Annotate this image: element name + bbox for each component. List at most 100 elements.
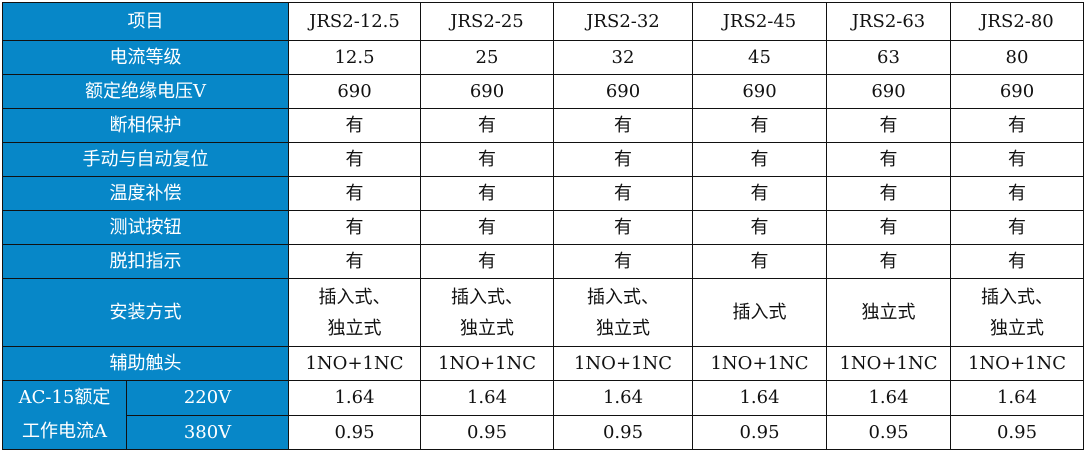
header-label: 项目 xyxy=(2,2,289,41)
row-label: 辅助触头 xyxy=(2,346,289,381)
table-cell: 有 xyxy=(826,108,951,143)
table-cell: 有 xyxy=(950,176,1084,211)
install-row: 安装方式 插入式、 独立式 插入式、 独立式 插入式、 独立式 插入式 独立式 插入式、 独立式 xyxy=(2,278,1084,347)
table-cell: 插入式、 独立式 xyxy=(288,278,421,347)
table-row: 手动与自动复位有有有有有有 xyxy=(2,142,1084,177)
table-cell: 12.5 xyxy=(288,40,421,75)
ac15-row: 工作电流A 380V 0.95 0.95 0.95 0.95 0.95 0.95 xyxy=(2,414,1084,450)
table-cell: 690 xyxy=(826,74,951,109)
model-header: JRS2-32 xyxy=(553,2,693,41)
table-cell: 80 xyxy=(950,40,1084,75)
table-cell: 有 xyxy=(692,176,827,211)
table-cell: 0.95 xyxy=(826,414,951,450)
header-row: 项目 JRS2-12.5 JRS2-25 JRS2-32 JRS2-45 JRS2-63 J… xyxy=(2,2,1084,41)
table-cell: 有 xyxy=(288,176,421,211)
table-cell: 有 xyxy=(692,142,827,177)
table-cell: 有 xyxy=(288,210,421,245)
table-cell: 1NO+1NC xyxy=(826,346,951,381)
table-cell: 有 xyxy=(826,244,951,279)
table-cell: 45 xyxy=(692,40,827,75)
table-cell: 有 xyxy=(553,176,693,211)
row-label: 温度补偿 xyxy=(2,176,289,211)
table-cell: 有 xyxy=(553,210,693,245)
table-cell: 有 xyxy=(826,142,951,177)
table-cell: 有 xyxy=(950,142,1084,177)
install-line: 插入式 xyxy=(732,302,787,323)
install-line: 独立式 xyxy=(596,317,650,339)
table-cell: 有 xyxy=(553,108,693,143)
install-line: 插入式、 xyxy=(318,286,391,308)
table-cell: 690 xyxy=(288,74,421,109)
table-cell: 有 xyxy=(692,108,827,143)
table-cell: 有 xyxy=(288,244,421,279)
install-line: 独立式 xyxy=(460,317,514,339)
table-cell: 有 xyxy=(420,176,554,211)
table-row: 脱扣指示有有有有有有 xyxy=(2,244,1084,279)
model-header: JRS2-45 xyxy=(692,2,827,41)
table-cell: 有 xyxy=(288,108,421,143)
table-row: 电流等级 12.5 25 32 45 63 80 xyxy=(2,40,1084,75)
install-line: 插入式、 xyxy=(451,286,523,308)
row-label: 测试按钮 xyxy=(2,210,289,245)
table-cell: 63 xyxy=(826,40,951,75)
table-cell: 有 xyxy=(420,142,554,177)
table-cell: 690 xyxy=(950,74,1084,109)
table-cell: 插入式、 独立式 xyxy=(420,278,554,347)
table-cell: 有 xyxy=(826,210,951,245)
table-cell: 有 xyxy=(826,176,951,211)
table-cell: 0.95 xyxy=(950,414,1084,450)
table-cell: 1NO+1NC xyxy=(420,346,554,381)
table-cell: 有 xyxy=(420,244,554,279)
model-header: JRS2-80 xyxy=(950,2,1084,41)
model-header: JRS2-12.5 xyxy=(288,2,421,41)
table-cell: 690 xyxy=(692,74,827,109)
table-cell: 0.95 xyxy=(553,414,693,450)
table-cell: 1.64 xyxy=(692,380,827,416)
table-cell: 0.95 xyxy=(692,414,827,450)
table-cell: 1NO+1NC xyxy=(553,346,693,381)
model-header: JRS2-25 xyxy=(420,2,554,41)
aux-row: 辅助触头 1NO+1NC 1NO+1NC 1NO+1NC 1NO+1NC 1NO+1NC 1… xyxy=(2,346,1084,381)
table-cell: 有 xyxy=(553,244,693,279)
row-label: 手动与自动复位 xyxy=(2,142,289,177)
table-cell: 有 xyxy=(950,244,1084,279)
table-cell: 0.95 xyxy=(288,414,421,450)
table-cell: 1NO+1NC xyxy=(692,346,827,381)
install-line: 独立式 xyxy=(327,317,382,339)
table-cell: 32 xyxy=(553,40,693,75)
voltage-label: 380V xyxy=(126,414,289,450)
ac15-label-line2: 工作电流A xyxy=(2,415,127,450)
table-cell: 有 xyxy=(420,210,554,245)
table-cell: 有 xyxy=(288,142,421,177)
table-cell: 有 xyxy=(692,210,827,245)
ac15-row: AC-15额定 220V 1.64 1.64 1.64 1.64 1.64 1.64 xyxy=(2,380,1084,416)
table-cell: 0.95 xyxy=(420,414,554,450)
row-label: 电流等级 xyxy=(2,40,289,75)
table-cell: 有 xyxy=(420,108,554,143)
install-line: 独立式 xyxy=(861,302,916,323)
model-header: JRS2-63 xyxy=(826,2,951,41)
table-cell: 690 xyxy=(420,74,554,109)
row-label: 额定绝缘电压V xyxy=(2,74,289,109)
table-cell: 插入式 xyxy=(692,278,827,347)
voltage-label: 220V xyxy=(126,380,289,416)
table-row: 断相保护有有有有有有 xyxy=(2,108,1084,143)
table-cell: 1.64 xyxy=(553,380,693,416)
table-row: 温度补偿有有有有有有 xyxy=(2,176,1084,211)
install-line: 独立式 xyxy=(990,317,1044,339)
ac15-label-line1: AC-15额定 xyxy=(2,380,127,415)
table-row: 额定绝缘电压V 690 690 690 690 690 690 xyxy=(2,74,1084,109)
row-label: 脱扣指示 xyxy=(2,244,289,279)
table-cell: 有 xyxy=(692,244,827,279)
table-cell: 1.64 xyxy=(420,380,554,416)
table-cell: 有 xyxy=(950,210,1084,245)
row-label: 断相保护 xyxy=(2,108,289,143)
table-cell: 1.64 xyxy=(288,380,421,416)
table-cell: 25 xyxy=(420,40,554,75)
table-row: 测试按钮有有有有有有 xyxy=(2,210,1084,245)
table-cell: 插入式、 独立式 xyxy=(950,278,1084,347)
table-cell: 有 xyxy=(553,142,693,177)
row-label: 安装方式 xyxy=(2,278,289,347)
install-line: 插入式、 xyxy=(981,286,1053,308)
